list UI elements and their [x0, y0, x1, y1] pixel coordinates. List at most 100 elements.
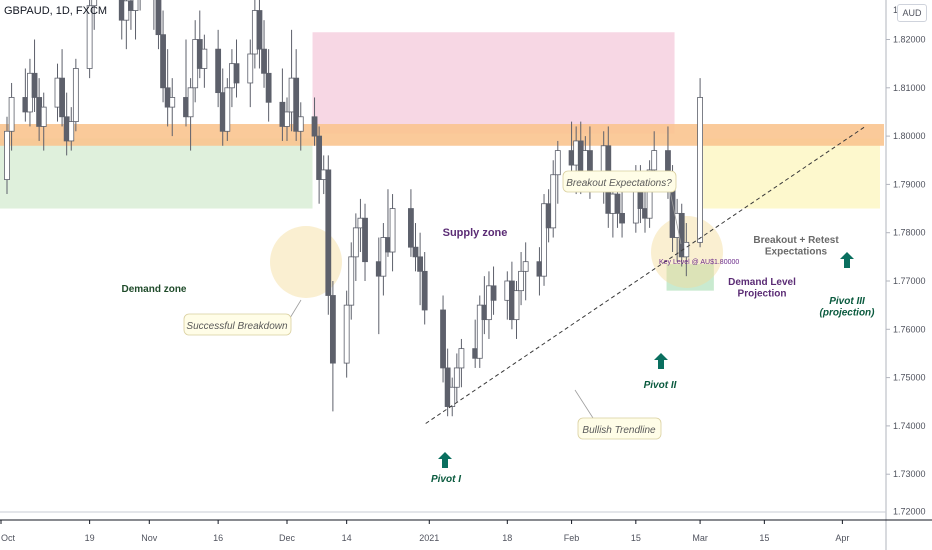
candle-body — [8, 97, 15, 132]
pivot-iii-label: Pivot III (projection) — [820, 296, 876, 319]
x-tick-label: 15 — [631, 533, 641, 543]
x-tick-label: 19 — [85, 533, 95, 543]
candle-body — [683, 241, 690, 258]
candle-body — [132, 0, 139, 11]
candle-body — [329, 295, 336, 364]
candle-body — [352, 227, 359, 258]
candle-body — [486, 285, 492, 321]
y-tick-label: 1.74000 — [893, 421, 926, 431]
x-tick-label: 18 — [502, 533, 512, 543]
candle-body — [261, 48, 267, 74]
callout-text: Breakout Expectations? — [566, 178, 672, 189]
candle-body — [550, 174, 557, 229]
candle-body — [160, 34, 166, 89]
y-tick-label: 1.75000 — [893, 373, 926, 383]
candle-body — [72, 68, 79, 123]
candle-body — [247, 53, 254, 84]
candle-body — [453, 367, 460, 388]
candle-body — [343, 304, 350, 364]
candle-body — [68, 121, 75, 142]
x-tick-label: Apr — [835, 533, 849, 543]
candle-body — [513, 290, 520, 321]
candle-body — [316, 135, 323, 180]
candle-body — [421, 270, 428, 311]
x-tick-label: 2021 — [419, 533, 439, 543]
breakdown-highlight — [270, 226, 342, 298]
candle-body — [59, 77, 65, 118]
candle-body — [554, 150, 561, 176]
breakout-retest-label: Breakout + Retest Expectations — [753, 235, 839, 258]
candle-body — [311, 116, 318, 137]
candle-body — [522, 261, 529, 272]
y-tick-label: 1.78000 — [893, 228, 926, 238]
candle-body — [697, 97, 703, 243]
candle-body — [155, 0, 162, 36]
pivot-ii-zone — [666, 264, 714, 291]
candle-body — [518, 270, 524, 292]
candle-body — [297, 116, 304, 132]
candle-body — [449, 386, 456, 407]
candle-body — [86, 5, 93, 69]
key-level-label: Key Level @ AU$1.80000 — [659, 259, 739, 266]
candle-body — [362, 217, 368, 263]
callout-pointer — [289, 299, 302, 319]
candle-body — [417, 256, 424, 272]
demand-zone — [0, 138, 313, 209]
candle-body — [408, 208, 414, 248]
x-tick-label: 16 — [213, 533, 223, 543]
candle-body — [224, 87, 231, 132]
x-tick-label: Mar — [692, 533, 708, 543]
annotation-layer: Supply zone Demand zone Key Level @ AU$1.8… — [121, 126, 875, 485]
candle-body — [91, 0, 98, 7]
pivot-iii-arrow — [840, 252, 854, 268]
y-tick-label: 1.79000 — [893, 179, 926, 189]
y-tick-label: 1.73000 — [893, 469, 926, 479]
y-tick-label: 1.81000 — [893, 83, 926, 93]
pivot-ii-label: Pivot II — [644, 380, 677, 391]
x-tick-label: 14 — [342, 533, 352, 543]
callout-box — [577, 417, 662, 440]
candle-body — [651, 150, 658, 171]
currency-button[interactable]: AUD — [897, 4, 927, 22]
candle-body — [389, 208, 396, 253]
x-tick-label: Nov — [141, 533, 158, 543]
candle-body — [490, 285, 497, 301]
candle-body — [614, 193, 621, 214]
candle-body — [169, 97, 176, 108]
candle-body — [284, 111, 290, 127]
candle-body — [31, 72, 38, 98]
candle-body — [293, 77, 300, 132]
callout-text: Bullish Trendline — [582, 425, 656, 436]
demand-zone-label: Demand zone — [121, 284, 186, 295]
candle-body — [476, 304, 483, 359]
candle-body — [440, 309, 446, 369]
y-tick-label: 1.82000 — [893, 35, 926, 45]
callout-pointer — [669, 190, 682, 245]
candle-body — [646, 169, 653, 219]
y-tick-label: 1.72000 — [893, 507, 926, 517]
symbol-title[interactable]: GBPAUD, 1D, FXCM — [4, 5, 108, 17]
y-tick-label: 1.76000 — [893, 324, 926, 334]
zone-layer — [0, 32, 884, 298]
candle-body — [619, 212, 625, 224]
projection-zone — [703, 138, 880, 209]
candle-body — [40, 106, 47, 127]
callout-box — [183, 313, 292, 336]
callout-box — [562, 170, 677, 193]
candle-body — [233, 63, 240, 84]
x-tick-label: Dec — [279, 533, 296, 543]
pivot-i-label: Pivot I — [431, 474, 461, 485]
x-tick-label: Feb — [564, 533, 580, 543]
candle-body — [412, 246, 419, 258]
candle-body — [325, 169, 332, 296]
pivot-ii-arrow — [654, 353, 668, 369]
key-level-band — [0, 124, 884, 146]
candle-body — [458, 348, 465, 369]
x-tick-label: Oct — [1, 533, 16, 543]
candles-layer — [4, 0, 703, 417]
projection-label: Demand Level Projection — [728, 277, 796, 300]
bullish-trendline — [425, 126, 866, 424]
y-tick-label: 1.77000 — [893, 276, 926, 286]
